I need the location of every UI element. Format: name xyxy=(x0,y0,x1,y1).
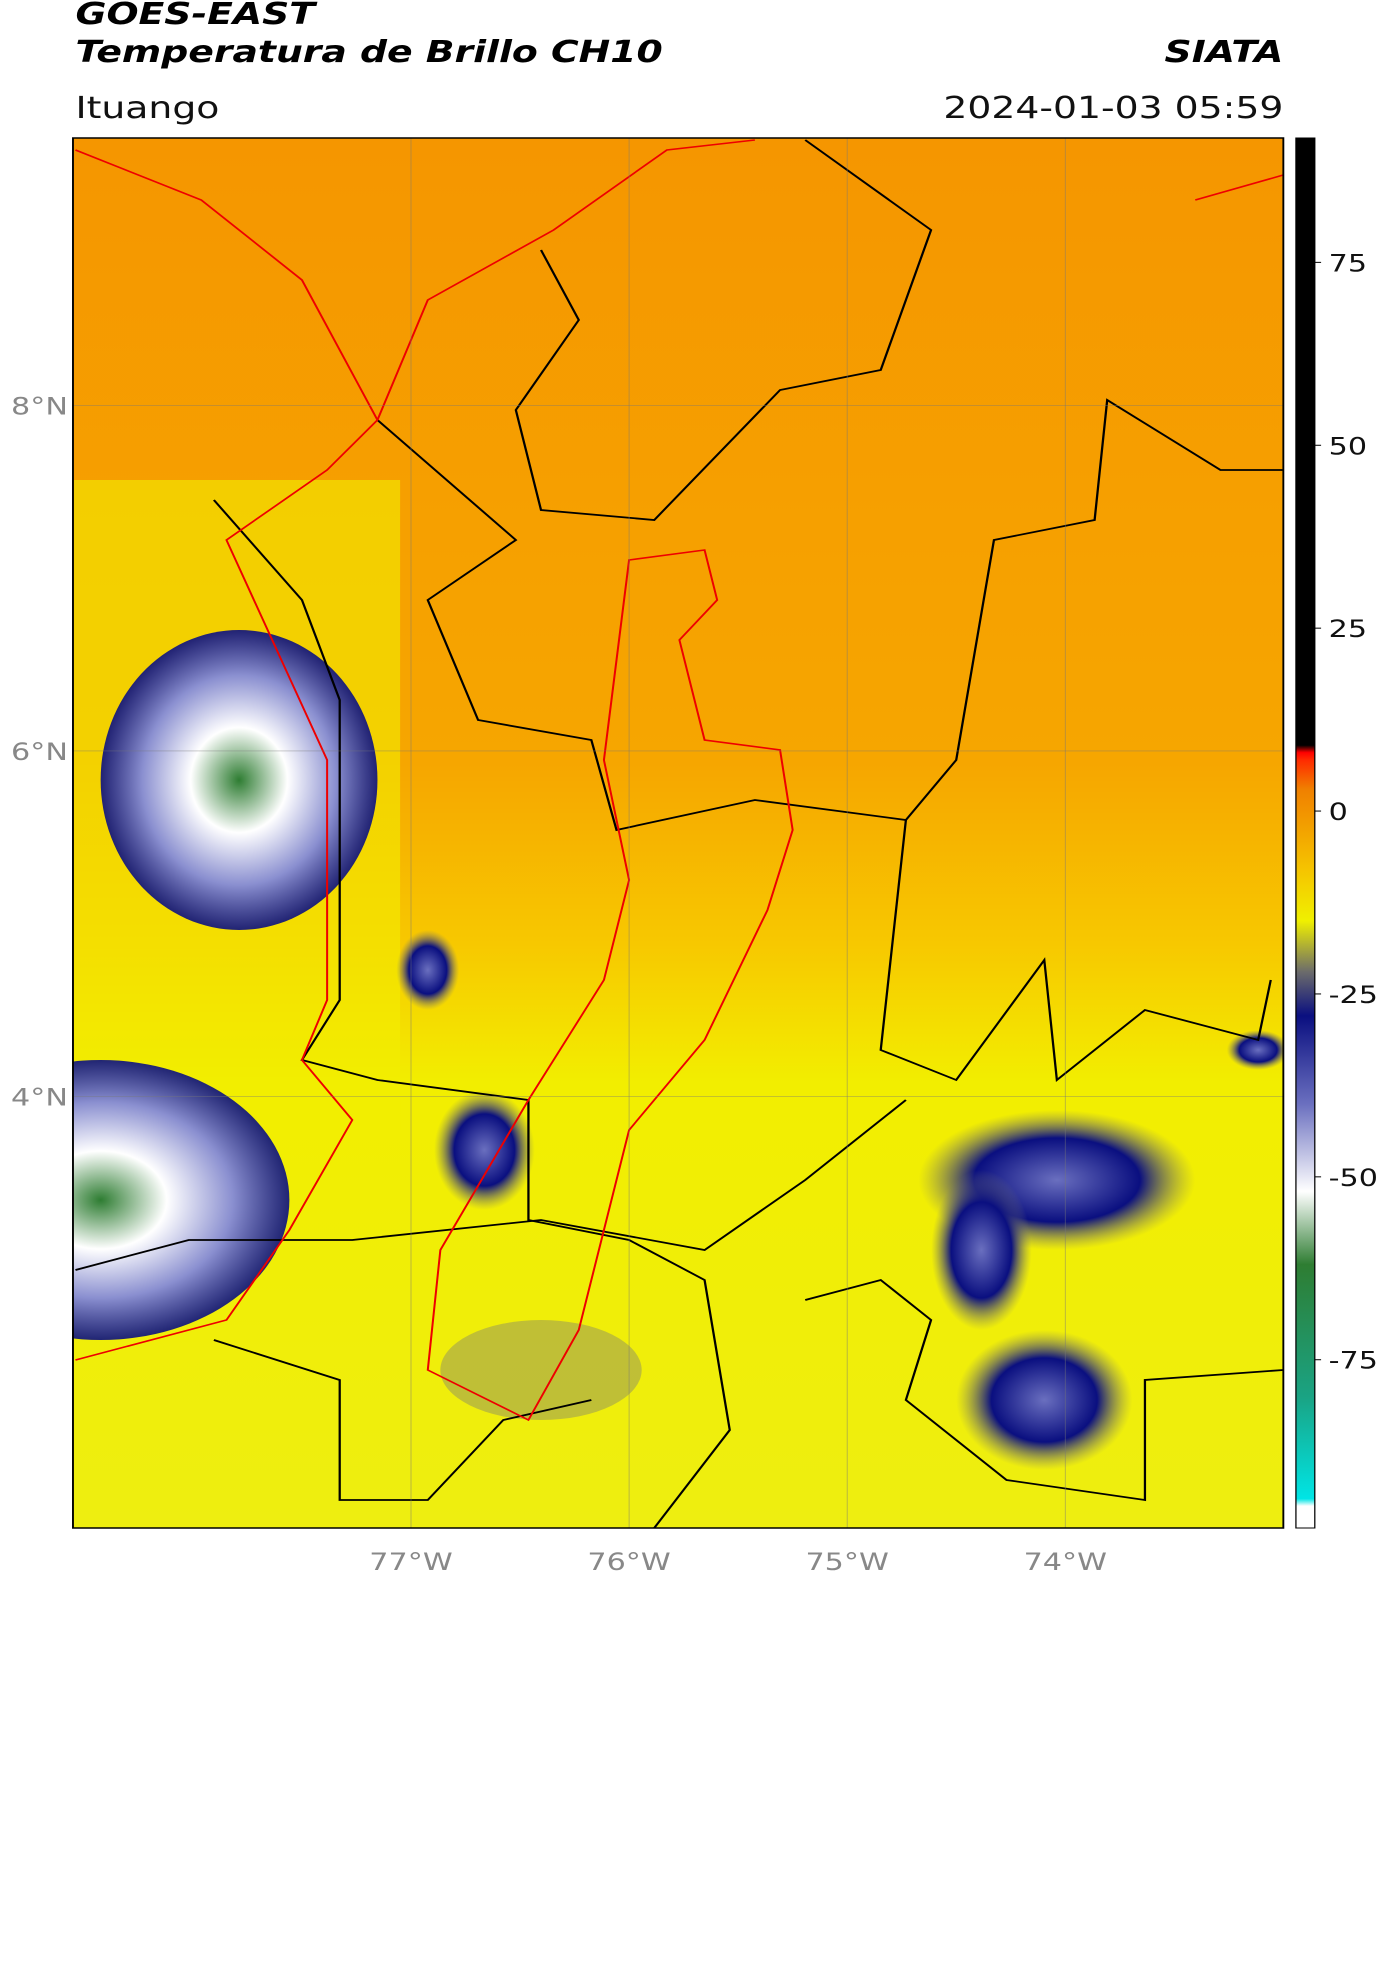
colorbar-label: 25 xyxy=(1329,616,1367,643)
colorbar-label: -75 xyxy=(1329,1348,1378,1375)
colorbar-label: 0 xyxy=(1329,799,1348,826)
lat-label: 6°N xyxy=(11,739,68,766)
colorbar-label: 50 xyxy=(1329,433,1367,460)
map-frame xyxy=(72,137,1285,1529)
colorbar xyxy=(1295,137,1316,1529)
satellite: GOES-EAST xyxy=(75,0,318,32)
lon-label: 76°W xyxy=(587,1549,670,1576)
source: SIATA xyxy=(1165,35,1284,70)
lon-label: 74°W xyxy=(1024,1549,1107,1576)
lat-label: 8°N xyxy=(11,394,68,421)
lon-label: 77°W xyxy=(369,1549,452,1576)
colorbar-label: 75 xyxy=(1329,250,1367,277)
datetime: 2024-01-03 05:59 xyxy=(943,91,1283,126)
lat-label: 4°N xyxy=(11,1084,68,1111)
product: Temperatura de Brillo CH10 xyxy=(75,35,662,70)
colorbar-label: -25 xyxy=(1329,982,1378,1009)
colorbar-label: -50 xyxy=(1329,1165,1378,1192)
graticule xyxy=(72,138,1284,1528)
location: Ituango xyxy=(75,91,219,126)
lon-label: 75°W xyxy=(805,1549,888,1576)
map-image xyxy=(72,138,1284,1528)
